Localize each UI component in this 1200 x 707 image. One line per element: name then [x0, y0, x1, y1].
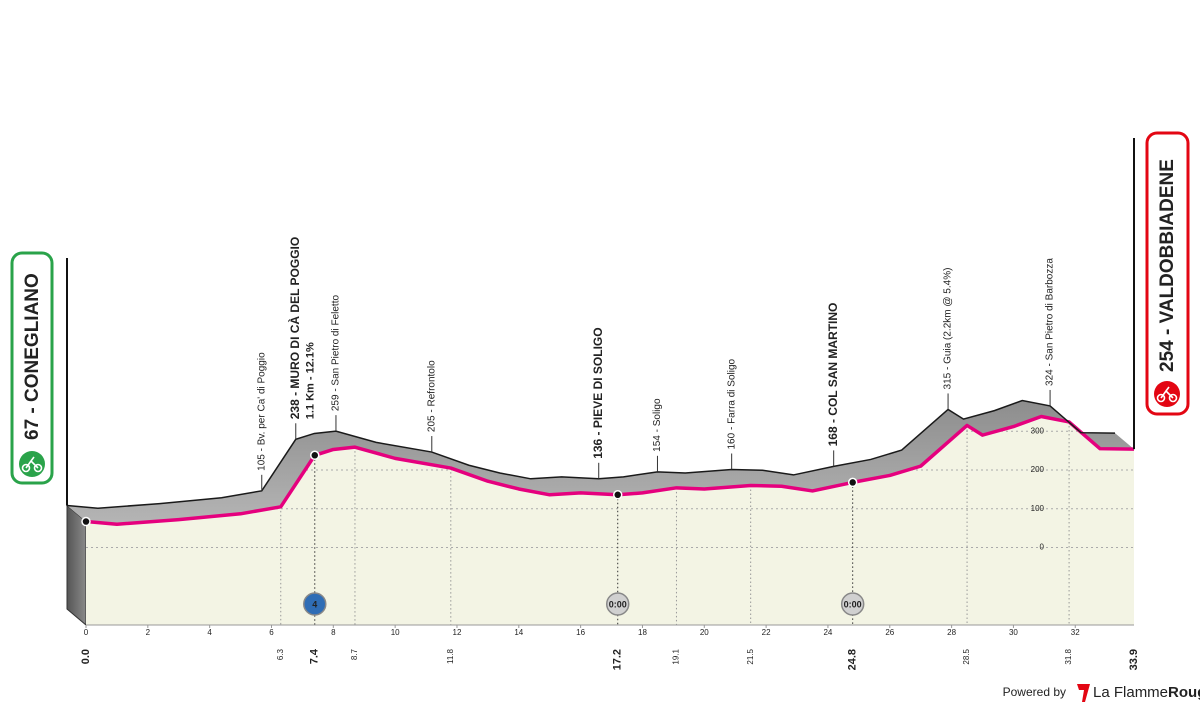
waypoint-label: 324 - San Pietro di Barbozza: [1045, 258, 1056, 386]
badge: [840, 592, 865, 616]
x-tick-label: 16: [576, 628, 585, 637]
km-label: 33.9: [1128, 649, 1140, 670]
x-tick-label: 18: [638, 628, 647, 637]
waypoint-label: 105 - Bv. per Ca' di Poggio: [256, 352, 267, 471]
x-tick-label: 24: [823, 628, 832, 637]
finish-icon: [1154, 381, 1180, 407]
finish-bike: [1156, 386, 1178, 403]
start-label: 67 - CONEGLIANO: [22, 273, 43, 440]
badge-text: 4: [312, 599, 317, 609]
brand-suffix: Rouge: [1168, 684, 1200, 701]
waypoint-dot: [612, 490, 623, 500]
brand-icon: [1077, 684, 1090, 702]
x-tick-label: 2: [146, 628, 151, 637]
x-tick-label: 6: [269, 628, 274, 637]
badge: [605, 592, 630, 616]
x-tick-label: 14: [514, 628, 523, 637]
waypoint-label: 259 - San Pietro di Feletto: [331, 295, 342, 412]
x-tick-label: 0: [84, 628, 89, 637]
waypoint-label: 154 - Soligo: [652, 398, 663, 452]
x-tick-label: 12: [453, 628, 462, 637]
badge-text: 0:00: [609, 599, 627, 609]
km-label: 7.4: [309, 648, 321, 664]
y-tick-label: 300: [1031, 426, 1045, 435]
km-label: 6.3: [276, 648, 285, 660]
start-dot: [81, 516, 91, 527]
badge-text: 0:00: [844, 599, 862, 609]
x-tick-label: 8: [331, 628, 336, 637]
badge: [303, 592, 327, 616]
km-label: 11.8: [446, 648, 455, 664]
waypoint-dot: [310, 450, 320, 461]
waypoint-dot: [847, 477, 858, 488]
x-tick-label: 26: [885, 628, 894, 637]
x-tick-label: 30: [1009, 628, 1018, 637]
km-label: 24.8: [847, 649, 859, 670]
km-label: 8.7: [350, 648, 359, 660]
km-label: 21.5: [746, 648, 755, 664]
finish-box: [1145, 131, 1190, 416]
waypoint-sublabel: 1.1 Km - 12.1%: [305, 342, 317, 419]
powered-by: Powered by: [1003, 685, 1066, 699]
y-tick-label: 0: [1040, 543, 1045, 552]
x-tick-label: 20: [700, 628, 709, 637]
profile-area: [86, 416, 1134, 625]
brand: La FlammeRouge: [1093, 684, 1200, 701]
y-tick-label: 100: [1031, 504, 1045, 513]
km-label: 17.2: [612, 649, 624, 670]
waypoint-label: 315 - Guia (2.2km @ 5.4%): [943, 268, 954, 390]
y-tick-label: 200: [1031, 465, 1045, 474]
waypoint-label: 168 - COL SAN MARTINO: [826, 303, 840, 447]
start-box: [10, 251, 54, 485]
start-bike: [21, 456, 43, 473]
km-label: 31.8: [1064, 648, 1073, 664]
waypoint-label: 160 - Farra di Soligo: [726, 358, 737, 449]
x-tick-label: 28: [947, 628, 956, 637]
waypoint-label: 205 - Refrontolo: [426, 360, 437, 432]
km-label: 28.5: [962, 648, 971, 664]
waypoint-label: 136 - PIEVE DI SOLIGO: [591, 327, 605, 458]
km-label: 0.0: [80, 649, 92, 664]
brand-prefix: La Flamme: [1093, 684, 1168, 701]
x-tick-label: 32: [1071, 628, 1080, 637]
x-tick-label: 10: [391, 628, 400, 637]
finish-label: 254 - VALDOBBIADENE: [1157, 159, 1178, 372]
x-tick-label: 4: [207, 628, 212, 637]
x-tick-label: 22: [762, 628, 771, 637]
waypoint-label: 238 - MURO DI CÀ DEL POGGIO: [287, 237, 302, 419]
start-icon: [19, 451, 45, 477]
km-label: 19.1: [672, 648, 681, 664]
